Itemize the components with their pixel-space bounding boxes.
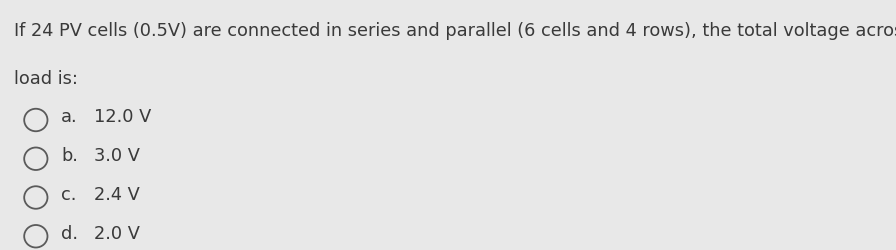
Text: 12.0 V: 12.0 V: [94, 108, 151, 126]
Text: load is:: load is:: [14, 70, 78, 88]
Text: If 24 PV cells (0.5V) are connected in series and parallel (6 cells and 4 rows),: If 24 PV cells (0.5V) are connected in s…: [14, 22, 896, 40]
Text: c.: c.: [61, 186, 76, 204]
Text: 2.4 V: 2.4 V: [94, 186, 140, 204]
Text: b.: b.: [61, 147, 78, 165]
Text: a.: a.: [61, 108, 78, 126]
Text: d.: d.: [61, 225, 78, 243]
Text: 3.0 V: 3.0 V: [94, 147, 140, 165]
Text: 2.0 V: 2.0 V: [94, 225, 140, 243]
